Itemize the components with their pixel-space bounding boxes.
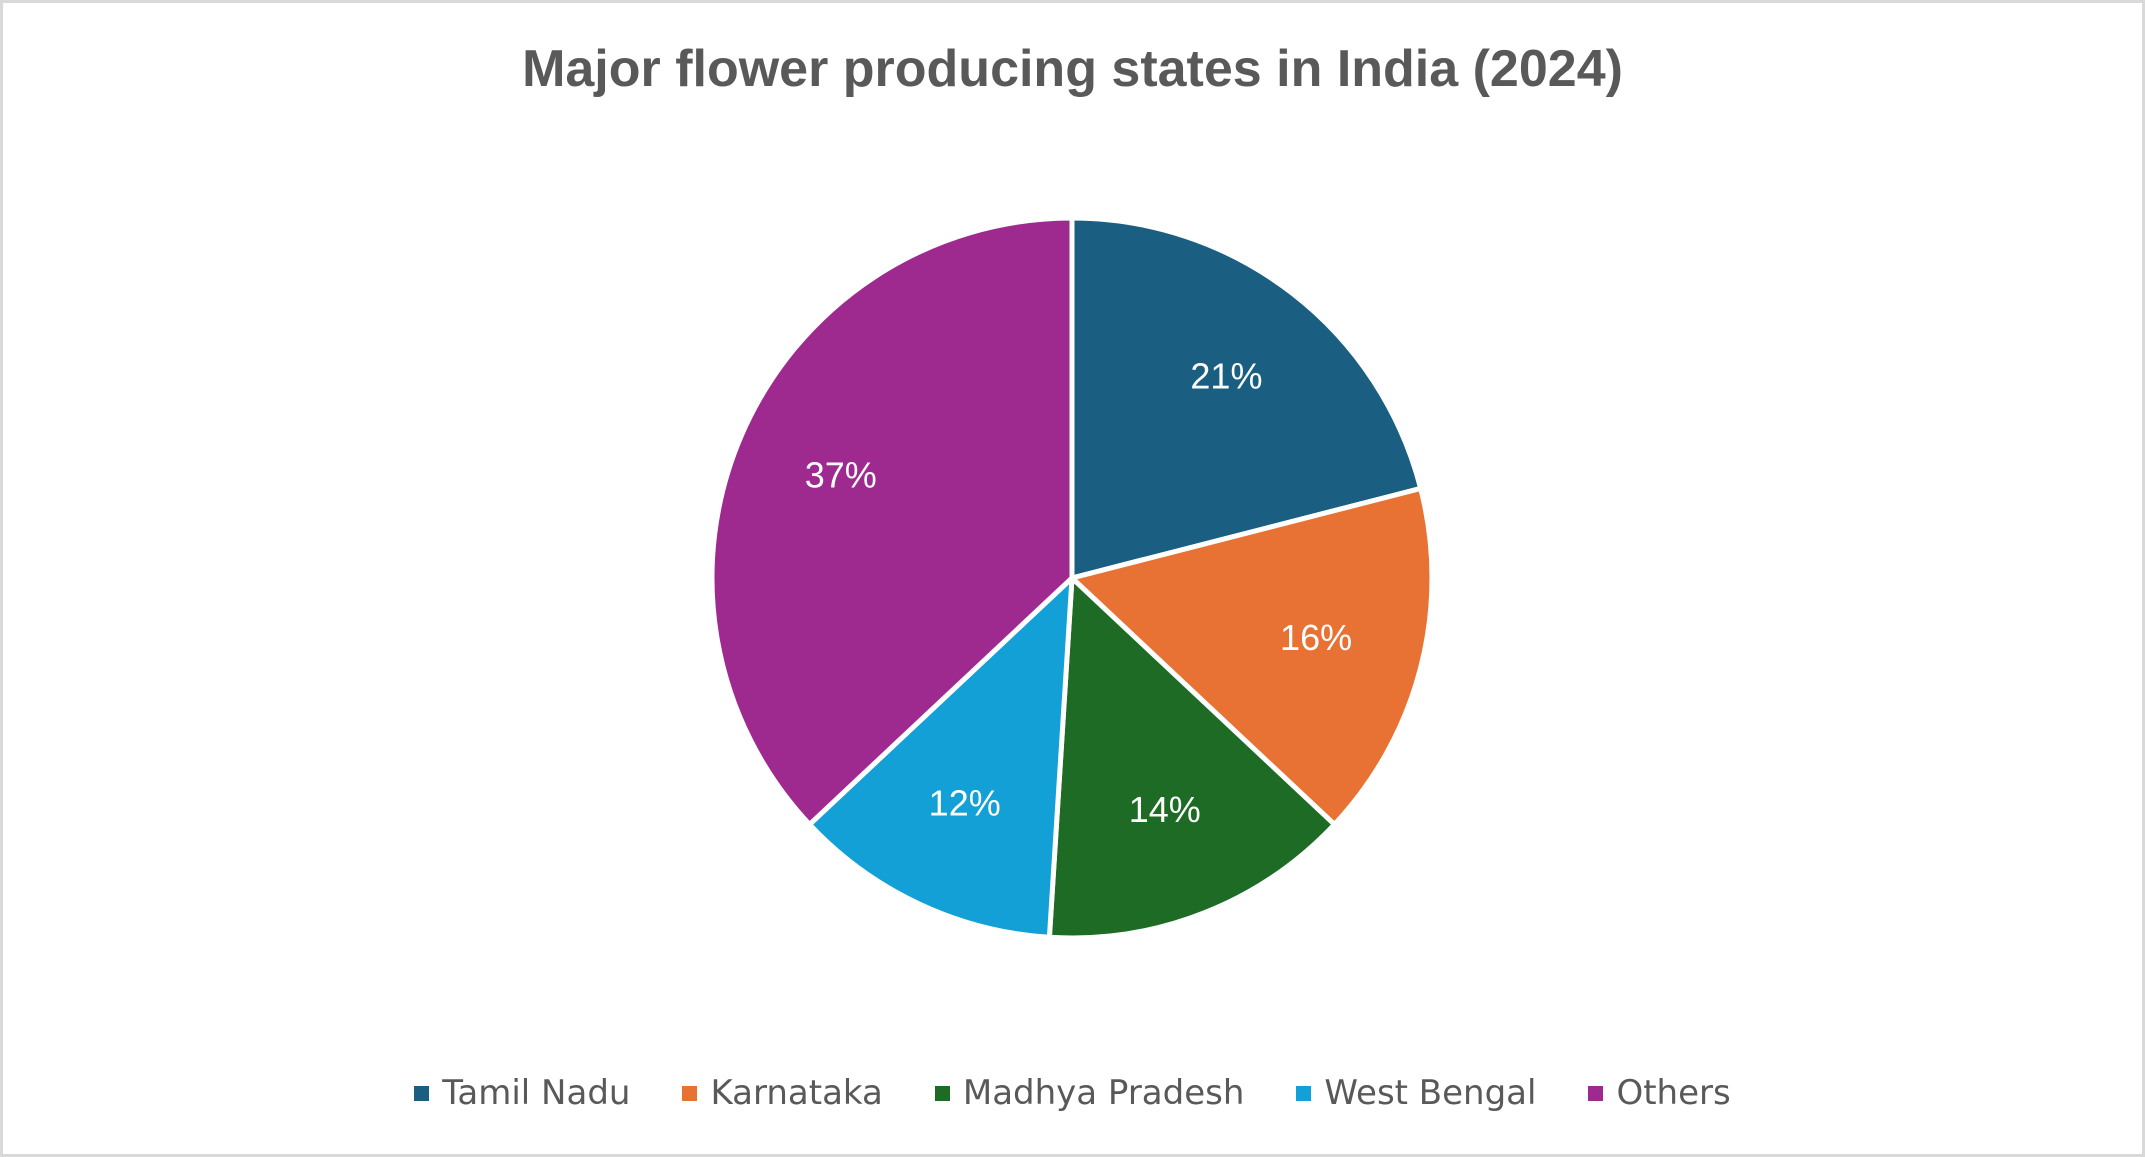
chart-title: Major flower producing states in India (… — [522, 40, 1623, 98]
data-label-others: 37% — [805, 454, 877, 495]
data-label-madhya-pradesh: 14% — [1129, 789, 1201, 830]
data-label-west-bengal: 12% — [929, 783, 1001, 824]
pie-slices — [709, 215, 1435, 941]
chart-area: Major flower producing states in India (… — [3, 3, 2142, 1154]
legend-label: Madhya Pradesh — [962, 1073, 1245, 1113]
pie-data-labels: 21% 16% 14% 12% 37% — [805, 355, 1352, 829]
legend-label: Karnataka — [710, 1073, 883, 1113]
legend-swatch-icon — [1588, 1085, 1604, 1101]
legend-swatch-icon — [414, 1085, 430, 1101]
legend-label: Others — [1616, 1073, 1731, 1113]
pie-slice-karnataka — [1069, 485, 1435, 827]
pie-slice-tamil-nadu — [1069, 215, 1424, 581]
legend-label: Tamil Nadu — [442, 1073, 631, 1113]
pie-slice-west-bengal — [807, 575, 1075, 940]
pie-slice-madhya-pradesh — [1046, 575, 1337, 941]
data-label-karnataka: 16% — [1280, 617, 1352, 658]
legend-item-others: Others — [1588, 1073, 1731, 1113]
legend-item-madhya-pradesh: Madhya Pradesh — [934, 1073, 1245, 1113]
legend-item-karnataka: Karnataka — [682, 1073, 883, 1113]
legend: Tamil Nadu Karnataka Madhya Pradesh West… — [3, 1071, 2142, 1115]
pie-slice-others — [709, 215, 1075, 827]
legend-item-tamil-nadu: Tamil Nadu — [414, 1073, 630, 1113]
legend-item-west-bengal: West Bengal — [1296, 1073, 1536, 1113]
legend-swatch-icon — [1296, 1085, 1312, 1101]
pie-chart: 21% 16% 14% 12% 37% — [709, 215, 1435, 941]
data-label-tamil-nadu: 21% — [1190, 355, 1262, 396]
legend-swatch-icon — [682, 1085, 698, 1101]
legend-swatch-icon — [934, 1085, 950, 1101]
legend-label: West Bengal — [1324, 1073, 1537, 1113]
